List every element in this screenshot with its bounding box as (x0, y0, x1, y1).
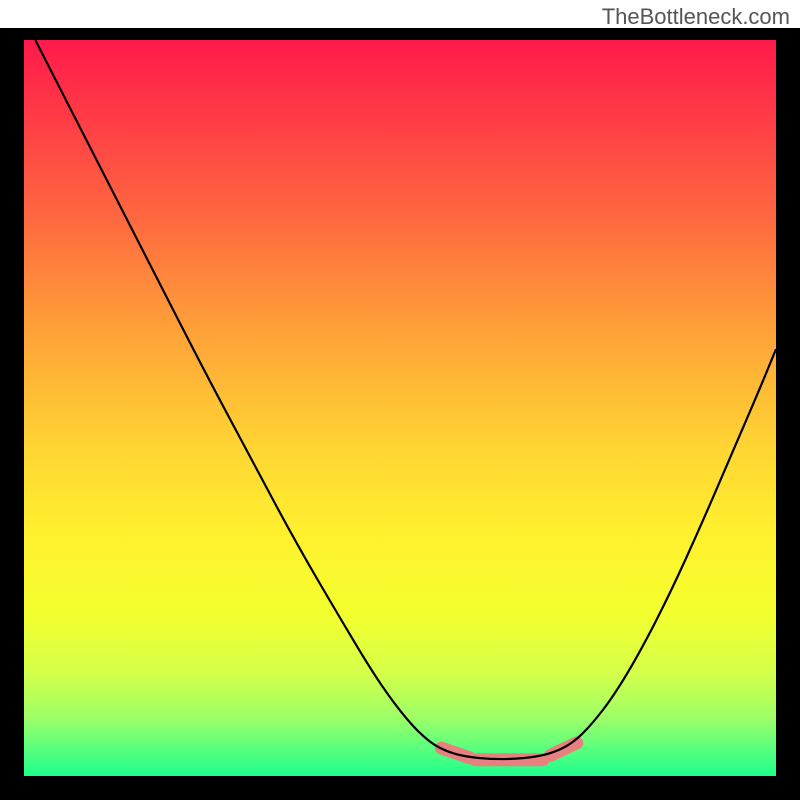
gradient-background (24, 40, 776, 776)
watermark-text: TheBottleneck.com (602, 4, 790, 30)
chart-svg (0, 0, 800, 800)
chart-container: TheBottleneck.com (0, 0, 800, 800)
